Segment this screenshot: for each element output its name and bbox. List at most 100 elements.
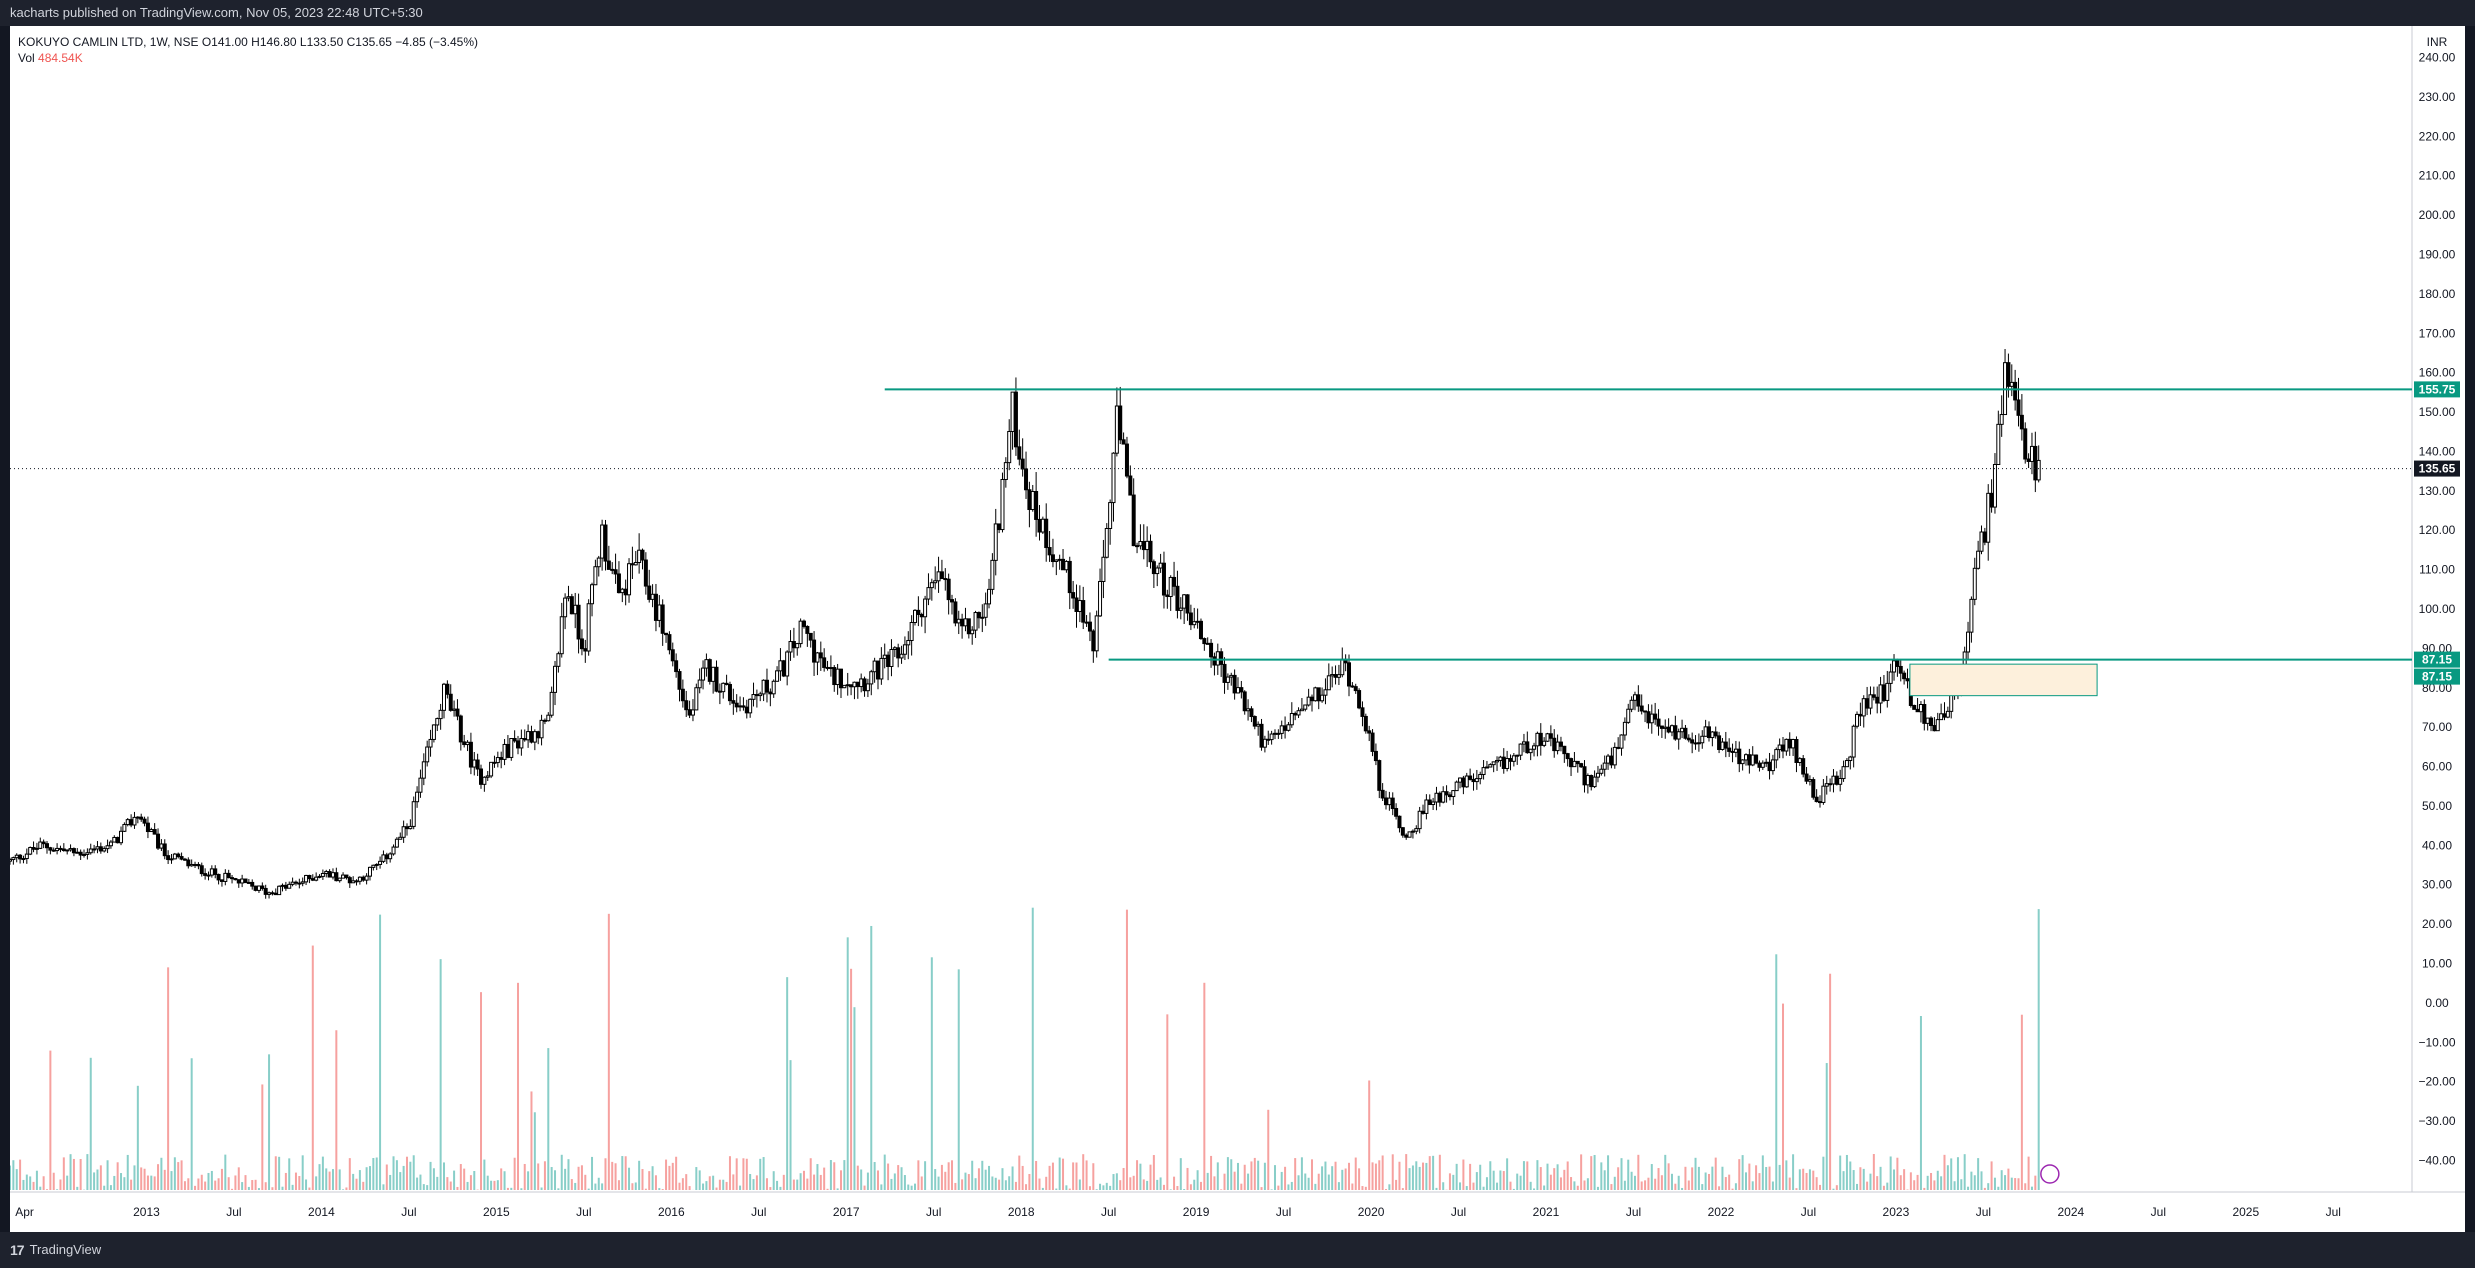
candle-body [216,873,221,881]
price-chart[interactable]: INR 240.00 230.00 220.00 210.00 200.00 190.00 1… [10,26,2465,1232]
candle-body [667,634,672,651]
volume-bar [1169,1189,1172,1190]
candle-body [189,863,194,867]
volume-bar [1896,1157,1899,1190]
candle-body [1764,761,1769,764]
volume-bar [1374,1163,1377,1190]
volume-bar [897,1165,900,1190]
candle-body [55,847,60,852]
candle-body [2013,381,2018,401]
candle-body [1861,698,1866,717]
volume-bar [1724,1177,1727,1190]
candle-body [465,741,470,746]
volume-bar [449,1181,452,1190]
candle-body [492,761,497,764]
candle-body [670,649,675,662]
candle-body [293,881,298,884]
volume-bar [1519,1175,1522,1190]
volume-bar [617,1180,620,1190]
candle-body [613,569,618,575]
volume-bar [170,1171,173,1190]
volume-bar [1926,1175,1929,1190]
volume-bar [321,1156,324,1190]
volume-bar [631,1183,634,1190]
volume-bar [56,1189,59,1190]
volume-bar [2010,1177,2013,1190]
demand-zone[interactable] [1909,663,2098,697]
tradingview-logo[interactable]: 17 TradingView [10,1232,101,1268]
candle-body [1340,658,1345,676]
candle-body [1885,682,1890,701]
volume-bar [728,1156,731,1190]
volume-bar [954,1182,957,1190]
candle-body [415,791,420,803]
price-tick-label: 210.00 [2419,169,2456,183]
candle-body [1262,738,1267,748]
volume-bar [1361,1186,1364,1190]
candle-body [1087,621,1092,632]
volume-bar [342,1189,345,1190]
volume-bar [1472,1182,1475,1190]
volume-bar [1866,1181,1869,1190]
volume-bar [113,1175,116,1190]
volume-bar [490,1180,493,1190]
volume-bar [1418,1166,1421,1190]
candle-body [1235,687,1240,694]
volume-bar [1008,1176,1011,1190]
volume-bar [1637,1154,1640,1190]
candle-body [1821,785,1826,803]
volume-bar [1152,1155,1155,1190]
volume-bar [1580,1154,1583,1190]
volume-bar [1354,1157,1357,1190]
volume-bar [429,1161,432,1190]
candle-body [1804,773,1809,782]
candle-body [966,618,971,635]
volume-bar [1236,1162,1239,1190]
price-tick-label: 130.00 [2419,484,2456,498]
volume-bar [577,1166,580,1190]
chart-area[interactable]: INR 240.00 230.00 220.00 210.00 200.00 190.00 1… [10,26,2465,1232]
candle-body [983,603,988,618]
volume-bar [1125,909,1128,1190]
volume-bar [231,1188,234,1190]
volume-bar [12,1160,15,1190]
volume-bar [1963,1154,1966,1190]
candle-body [1020,458,1025,470]
candle-body [1838,778,1843,785]
volume-bar [1300,1157,1303,1190]
candle-body [1737,748,1742,765]
volume-bar [416,1177,419,1190]
candle-body [1209,642,1214,658]
candle-body [1299,708,1304,712]
volume-bar [19,1159,22,1190]
volume-bar [315,1176,318,1190]
volume-bar [1146,1180,1149,1190]
candle-body [505,743,510,758]
candle-body [1064,560,1069,571]
volume-bar [432,1168,435,1190]
volume-bar [1674,1183,1677,1190]
volume-bar [335,1030,338,1190]
candle-body [963,618,968,627]
volume-bar [409,1161,412,1190]
volume-bar [1139,1163,1142,1190]
candle-body [176,853,181,858]
volume-bar [829,1160,832,1190]
candle-body [179,856,184,860]
volume-bar [318,1164,321,1190]
alert-lightning-icon[interactable] [2040,1164,2060,1184]
volume-bar [1058,1157,1061,1190]
candle-body [1027,489,1032,511]
candle-body [1680,727,1685,733]
candle-body [1468,775,1473,780]
volume-bar [678,1182,681,1190]
volume-bar [527,1171,530,1190]
candle-body [1360,707,1365,717]
candle-body [610,568,615,571]
volume-bar [1593,1154,1596,1190]
candle-body [277,885,282,896]
candle-body [34,847,39,850]
volume-bar [1623,1180,1626,1190]
volume-bar [1341,1169,1344,1190]
volume-bar [2034,1175,2037,1190]
